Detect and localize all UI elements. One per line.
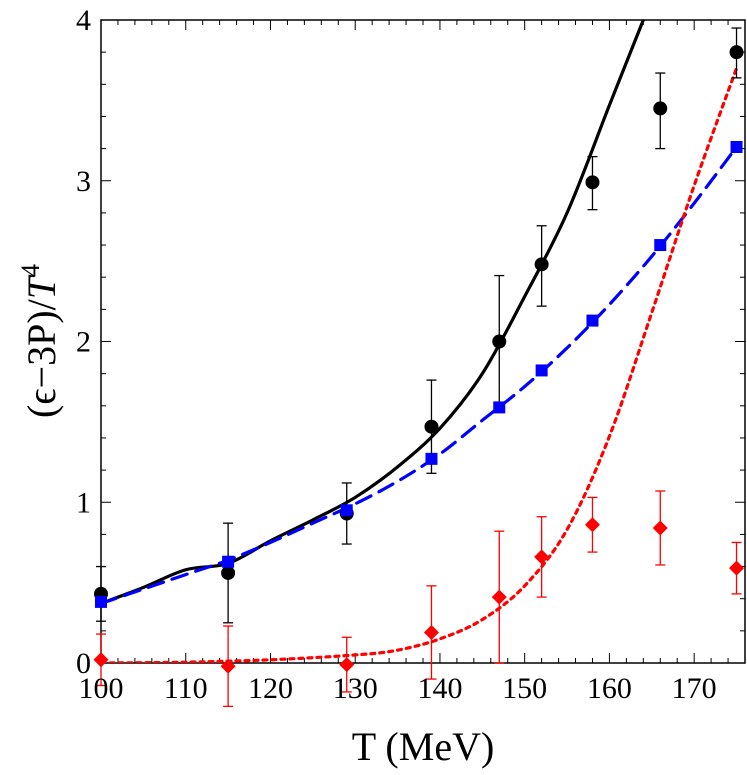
square-data-point [222, 555, 235, 568]
square-data-point [654, 239, 667, 252]
y-tick-label: 4 [76, 4, 91, 37]
diamond-data-point [729, 560, 745, 576]
diamond-data-point [339, 657, 355, 673]
x-tick-label: 170 [672, 672, 717, 705]
y-tick-label: 1 [76, 486, 91, 519]
x-tick-label: 100 [79, 672, 124, 705]
fit-curves [101, 20, 739, 663]
y-tick-label: 3 [76, 165, 91, 198]
diamond-data-point [584, 517, 600, 533]
y-tick-label: 0 [76, 647, 91, 680]
square-data-point [425, 452, 438, 465]
y-axis-label-main: (ϵ−3P)/ [19, 298, 64, 418]
data-points [93, 27, 745, 708]
circle-data-point [221, 565, 236, 580]
axis-ticks [100, 19, 746, 664]
dashed-fit-curve [101, 145, 739, 606]
diamond-data-point [220, 658, 236, 674]
solid-fit-curve [101, 20, 645, 606]
x-tick-label: 120 [248, 672, 293, 705]
diamond-data-point [491, 589, 507, 605]
square-data-point [730, 140, 743, 153]
square-data-point [586, 314, 599, 327]
x-tick-label: 160 [587, 672, 632, 705]
circle-data-point [534, 257, 549, 272]
x-tick-label: 130 [333, 672, 378, 705]
diamond-data-point [423, 624, 439, 640]
circle-data-point [729, 45, 744, 60]
circle-data-point [492, 334, 507, 349]
diamond-data-point [93, 652, 109, 668]
square-data-point [535, 364, 548, 377]
tick-labels: 100 110 120 130 140 150 160 170 0 1 2 3 4 [76, 4, 717, 705]
dotted-fit-curve [101, 66, 739, 663]
square-data-point [95, 595, 107, 608]
square-data-point [493, 401, 506, 414]
circle-data-point [653, 101, 668, 116]
x-axis-label: T (MeV) [352, 724, 495, 769]
x-tick-label: 110 [164, 672, 208, 705]
x-tick-label: 150 [502, 672, 547, 705]
circle-data-point [585, 175, 600, 190]
diamond-data-point [534, 549, 550, 565]
square-data-point [340, 504, 353, 517]
y-axis-label-variable: T [19, 274, 64, 299]
x-tick-label: 140 [417, 672, 462, 705]
diamond-data-point [652, 520, 668, 536]
circle-data-point [424, 419, 439, 434]
y-axis-label-exponent: 4 [16, 264, 45, 277]
y-tick-label: 2 [76, 326, 91, 359]
y-axis-label: (ϵ−3P)/T4 [16, 264, 64, 418]
